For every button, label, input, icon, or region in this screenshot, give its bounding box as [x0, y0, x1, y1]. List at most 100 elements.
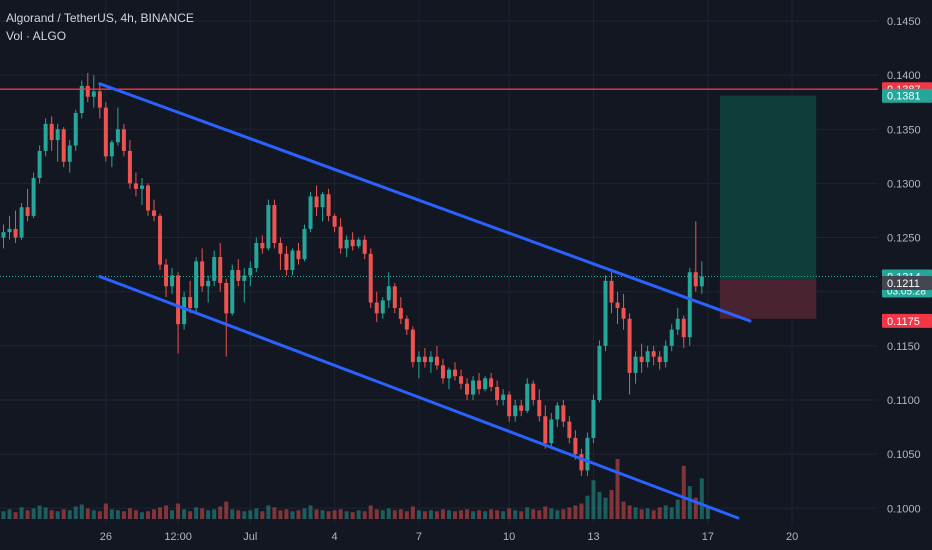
entry-price-tag-bg: [882, 276, 932, 291]
candle-body: [459, 376, 464, 384]
symbol-legend[interactable]: Algorand / TetherUS, 4h, BINANCE Vol · A…: [6, 9, 194, 45]
entry-price-tag: 0.1211: [882, 276, 932, 291]
candle-body: [669, 329, 674, 346]
volume-bar: [103, 503, 108, 519]
candle-body: [591, 399, 596, 438]
target-price-tag: 0.1381: [882, 88, 932, 103]
candle-body: [200, 261, 205, 287]
time-axis[interactable]: 26 12:00 Jul 4 7 10 13 17 20: [100, 531, 799, 543]
candle: [483, 376, 488, 392]
candle: [549, 412, 554, 449]
candle-body: [440, 365, 445, 379]
candle: [115, 107, 120, 146]
volume-bar: [73, 506, 78, 519]
volume-bar: [338, 509, 343, 519]
candle-body: [127, 150, 132, 184]
volume-bar: [218, 506, 223, 519]
volume-bar: [471, 511, 476, 519]
candle-body: [609, 280, 614, 303]
volume-bar: [182, 509, 187, 519]
volume-bar: [627, 505, 632, 519]
volume-bar: [434, 511, 439, 519]
volume-bar: [145, 511, 150, 519]
volume-bar: [579, 503, 584, 519]
candle-body: [67, 145, 72, 162]
candle: [67, 140, 72, 173]
candle: [513, 399, 518, 422]
price-axis[interactable]: 0.14500.14000.13500.13000.12500.12000.11…: [887, 16, 921, 515]
candle: [230, 264, 235, 316]
candle: [465, 378, 470, 400]
candle: [91, 75, 96, 108]
candle: [73, 109, 78, 151]
volume-bar: [61, 509, 66, 519]
candle: [398, 297, 403, 325]
candle: [591, 394, 596, 444]
candle-body: [224, 283, 229, 314]
volume-bar: [525, 507, 530, 519]
candle: [459, 369, 464, 390]
candle: [350, 232, 355, 251]
volume-bar: [356, 510, 361, 519]
candlesticks: [1, 72, 704, 476]
candle-body: [495, 386, 500, 400]
candle: [392, 283, 397, 314]
candle-body: [25, 207, 30, 216]
candle: [314, 185, 319, 216]
candle: [326, 188, 331, 222]
candle: [296, 242, 301, 265]
volume-bar: [158, 507, 163, 519]
volume-bar: [422, 511, 427, 519]
candle-body: [139, 185, 144, 189]
volume-bar: [705, 507, 710, 519]
drawing-lines[interactable]: [0, 82, 878, 520]
volume-bar: [224, 501, 229, 519]
candle-body: [386, 286, 391, 301]
candle: [663, 340, 668, 368]
volume-bar: [477, 510, 482, 519]
volume-bar: [344, 511, 349, 519]
symbol-title[interactable]: Algorand / TetherUS, 4h, BINANCE: [6, 11, 194, 25]
candle-body: [332, 215, 337, 227]
candle-body: [549, 419, 554, 444]
candle-body: [85, 85, 90, 97]
volume-bar: [585, 495, 590, 519]
volume-bar: [651, 510, 656, 519]
candle-body: [392, 286, 397, 308]
candle: [693, 221, 698, 292]
candle: [254, 237, 259, 273]
candle: [13, 210, 18, 243]
volume-bar: [266, 505, 271, 519]
candle-body: [410, 329, 415, 363]
candle: [260, 235, 265, 254]
candle: [627, 313, 632, 395]
volume-bar: [392, 510, 397, 519]
time-tick-label: 7: [416, 531, 422, 543]
channel-lower-line: [98, 275, 740, 520]
candle: [103, 102, 108, 162]
volume-bar: [31, 508, 36, 519]
volume-bar: [591, 480, 596, 519]
volume-bar: [404, 511, 409, 519]
volume-bar: [260, 511, 265, 519]
position-tool[interactable]: [719, 95, 817, 319]
candle: [356, 237, 361, 249]
volume-legend[interactable]: Vol · ALGO: [6, 29, 67, 43]
volume-bar: [242, 511, 247, 519]
candle: [543, 405, 548, 449]
candle-body: [278, 242, 283, 254]
volume-bar: [398, 509, 403, 519]
time-tick-label: 4: [332, 531, 338, 543]
candle: [453, 362, 457, 381]
candle: [206, 275, 211, 303]
candle: [164, 259, 169, 298]
volume-bar: [164, 505, 169, 519]
candle-body: [416, 356, 421, 363]
candle-body: [633, 356, 638, 373]
candle: [133, 172, 138, 197]
candle-body: [49, 123, 54, 141]
candle-body: [103, 107, 108, 157]
candle-body: [374, 302, 379, 314]
